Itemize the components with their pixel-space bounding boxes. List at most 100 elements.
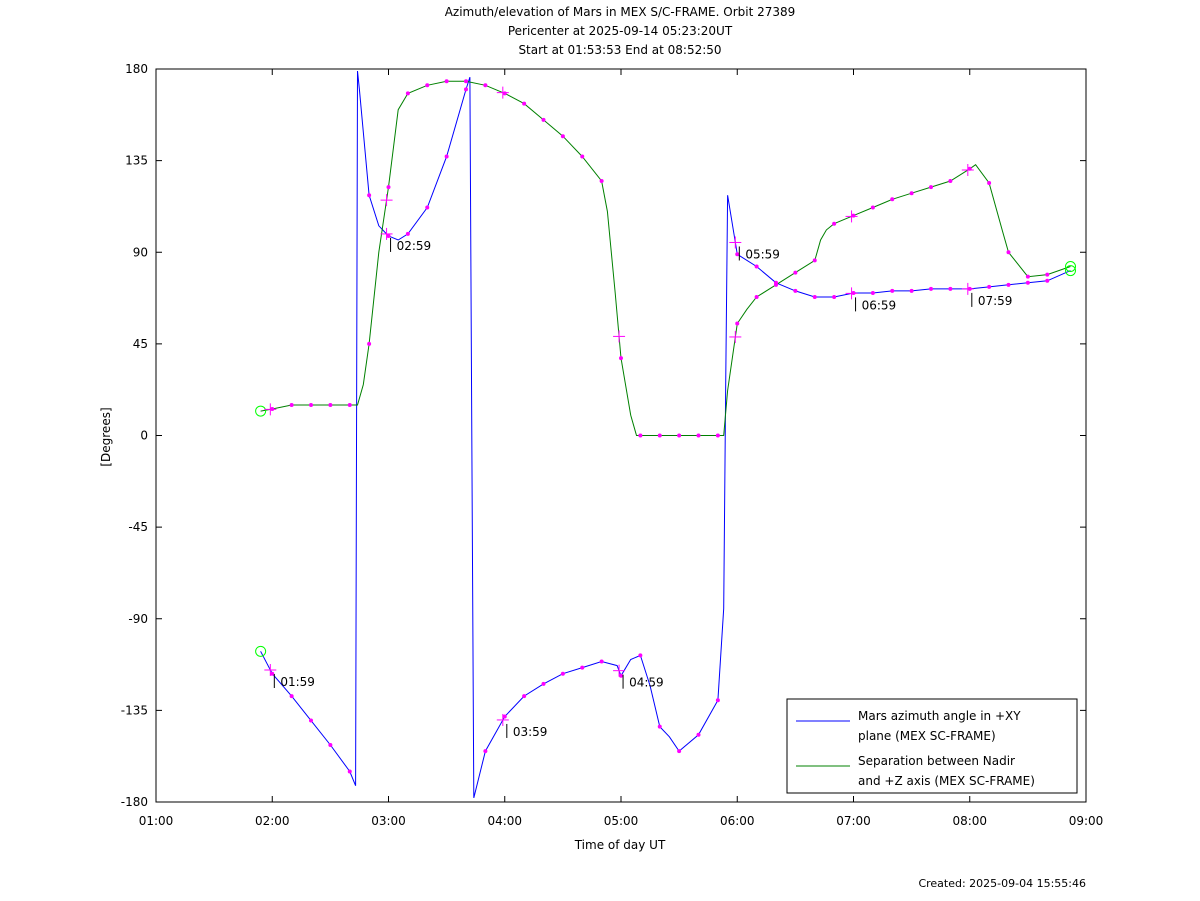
x-tick-label-0: 01:00 bbox=[139, 814, 174, 828]
data-point-1-3 bbox=[309, 402, 313, 407]
data-point-1-18 bbox=[522, 101, 527, 106]
data-point-1-17 bbox=[502, 91, 507, 96]
y-tick-label-3: 45 bbox=[133, 337, 148, 351]
data-point-0-22 bbox=[522, 694, 527, 699]
endpoint-circle-1-0 bbox=[255, 405, 267, 417]
data-point-0-51 bbox=[948, 286, 953, 291]
data-point-0-41 bbox=[754, 264, 759, 269]
y-tick-label-7: -135 bbox=[121, 703, 148, 717]
data-point-0-40 bbox=[735, 252, 740, 257]
data-point-1-39 bbox=[793, 270, 798, 275]
data-point-1-45 bbox=[870, 205, 875, 210]
series-line-1 bbox=[260, 80, 1071, 436]
data-point-0-48 bbox=[890, 288, 895, 293]
y-tick-label-5: -45 bbox=[128, 520, 148, 534]
endpoint-circle-1-1 bbox=[1065, 261, 1076, 273]
x-tick-label-3: 04:00 bbox=[487, 814, 522, 828]
data-point-1-49 bbox=[948, 178, 953, 183]
x-axis-label: Time of day UT bbox=[574, 838, 666, 852]
data-point-1-54 bbox=[1006, 250, 1011, 255]
time-annotation-label-4: 05:59 bbox=[745, 247, 780, 261]
x-tick-label-1: 02:00 bbox=[255, 814, 290, 828]
data-point-1-40 bbox=[812, 258, 817, 263]
data-point-0-5 bbox=[347, 769, 352, 774]
data-point-1-14 bbox=[444, 79, 449, 84]
data-point-1-43 bbox=[832, 221, 837, 226]
data-point-0-11 bbox=[386, 233, 391, 238]
y-tick-label-0: 180 bbox=[125, 62, 148, 76]
y-tick-label-8: -180 bbox=[121, 795, 148, 809]
chart-title: Azimuth/elevation of Mars in MEX S/C-FRA… bbox=[444, 5, 796, 19]
data-point-0-45 bbox=[832, 295, 837, 300]
data-point-1-13 bbox=[425, 83, 430, 88]
time-annotations: 01:59 02:59 03:59 04:59 05:59 06:59 07:59 bbox=[264, 86, 1013, 739]
series-line-0 bbox=[260, 70, 1071, 799]
markers bbox=[255, 79, 1076, 774]
data-point-0-50 bbox=[929, 286, 933, 291]
data-point-0-35 bbox=[696, 732, 701, 737]
y-tick-label-6: -90 bbox=[128, 612, 148, 626]
data-point-0-36 bbox=[715, 698, 720, 703]
data-point-0-56 bbox=[1045, 278, 1050, 283]
endpoint-circle-0-0 bbox=[255, 645, 267, 657]
data-point-1-30 bbox=[677, 433, 682, 438]
data-point-1-52 bbox=[987, 181, 992, 186]
data-point-0-34 bbox=[677, 749, 682, 754]
x-tick-label-6: 07:00 bbox=[836, 814, 871, 828]
endpoint-circle-0-1 bbox=[1065, 265, 1076, 277]
chart-subtitle-pericenter: Pericenter at 2025-09-14 05:23:20UT bbox=[507, 24, 733, 38]
data-point-1-2 bbox=[289, 402, 294, 407]
data-point-1-19 bbox=[541, 117, 546, 122]
time-annotation-label-3: 04:59 bbox=[629, 676, 664, 690]
y-tick-label-1: 135 bbox=[125, 154, 148, 168]
data-point-0-53 bbox=[987, 284, 992, 289]
legend-label-separation-line2: and +Z axis (MEX SC-FRAME) bbox=[858, 774, 1035, 788]
data-point-1-32 bbox=[715, 433, 720, 438]
time-annotation-label-2: 03:59 bbox=[513, 725, 548, 739]
data-point-0-44 bbox=[812, 295, 817, 300]
legend-box bbox=[786, 698, 1078, 794]
data-point-1-12 bbox=[405, 91, 410, 96]
data-point-1-8 bbox=[367, 341, 372, 346]
legend-label-separation-line1: Separation between Nadir bbox=[858, 754, 1015, 768]
data-point-0-3 bbox=[309, 718, 313, 723]
data-point-1-16 bbox=[483, 83, 488, 88]
data-point-0-20 bbox=[483, 749, 488, 754]
data-point-0-30 bbox=[638, 653, 643, 658]
series-layer bbox=[260, 70, 1071, 799]
data-point-0-4 bbox=[328, 742, 333, 747]
data-point-1-21 bbox=[580, 154, 585, 159]
x-tick-label-2: 03:00 bbox=[371, 814, 406, 828]
data-point-0-32 bbox=[657, 724, 662, 729]
time-annotation-label-6: 07:59 bbox=[978, 294, 1013, 308]
data-point-1-4 bbox=[328, 402, 333, 407]
data-point-1-28 bbox=[638, 433, 643, 438]
data-point-1-15 bbox=[464, 79, 468, 84]
data-point-1-25 bbox=[619, 356, 623, 361]
data-point-0-14 bbox=[425, 205, 430, 210]
data-point-1-22 bbox=[599, 178, 604, 183]
legend: Mars azimuth angle in +XY plane (MEX SC-… bbox=[786, 698, 1078, 794]
data-point-1-56 bbox=[1045, 272, 1050, 277]
data-point-0-25 bbox=[580, 665, 585, 670]
data-point-1-10 bbox=[386, 185, 391, 190]
data-point-0-26 bbox=[599, 659, 604, 664]
time-annotation-label-1: 02:59 bbox=[397, 239, 432, 253]
data-point-0-13 bbox=[405, 231, 410, 236]
data-point-0-15 bbox=[444, 154, 449, 159]
data-point-1-44 bbox=[851, 213, 856, 218]
data-point-0-2 bbox=[289, 694, 294, 699]
x-tick-label-7: 08:00 bbox=[952, 814, 987, 828]
data-point-0-43 bbox=[793, 288, 798, 293]
time-annotation-label-5: 06:59 bbox=[862, 298, 897, 312]
data-point-1-31 bbox=[696, 433, 701, 438]
data-point-0-49 bbox=[909, 288, 914, 293]
y-tick-label-2: 90 bbox=[133, 245, 148, 259]
data-point-1-37 bbox=[754, 295, 759, 300]
plot-frame bbox=[155, 68, 1087, 803]
data-point-0-47 bbox=[870, 290, 875, 295]
data-point-0-23 bbox=[541, 681, 546, 686]
data-point-0-54 bbox=[1006, 282, 1011, 287]
data-point-0-21 bbox=[502, 714, 507, 719]
